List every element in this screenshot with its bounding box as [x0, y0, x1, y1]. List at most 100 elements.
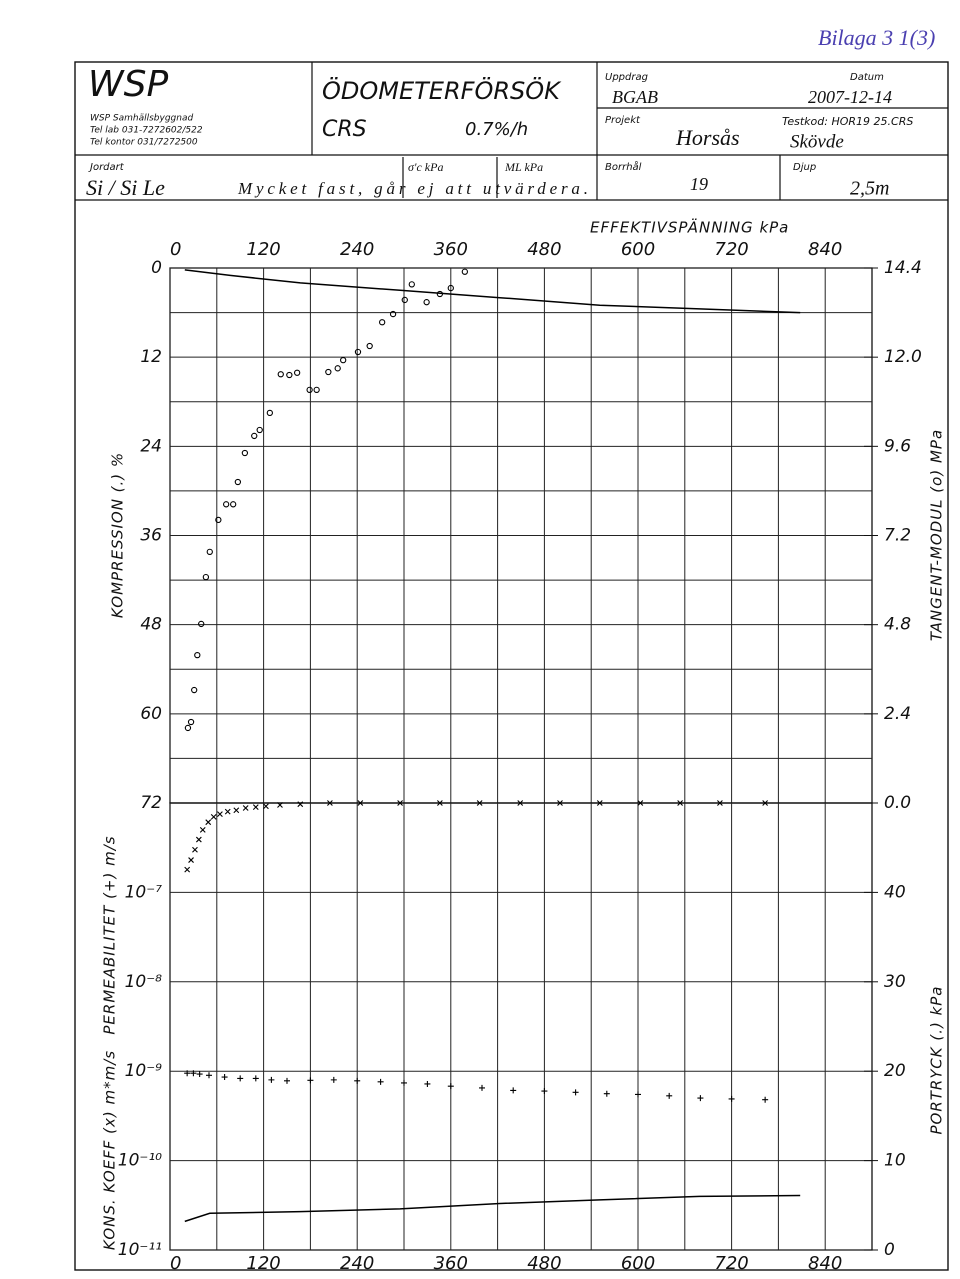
method: CRS [322, 117, 367, 142]
data-point [476, 800, 483, 806]
y-tick-label: 10⁻⁸ [125, 972, 163, 992]
data-point [596, 800, 603, 806]
data-point [541, 1088, 548, 1095]
data-point [762, 1096, 769, 1103]
data-point [510, 1087, 517, 1094]
data-point [192, 846, 198, 853]
y2-tick-label: 0.0 [884, 793, 911, 813]
x-tick-label: 240 [340, 1253, 374, 1274]
data-point [401, 296, 408, 304]
data-point [635, 1091, 641, 1098]
ml-label: ML kPa [504, 160, 543, 174]
data-point [354, 348, 362, 356]
y2-tick-label: 9.6 [884, 436, 911, 456]
data-point [284, 1077, 290, 1084]
soil-note: Mycket fast, går ej att utvärdera. [237, 179, 588, 198]
data-point [603, 1090, 610, 1097]
data-point [447, 284, 454, 292]
data-point [366, 342, 373, 350]
x-tick-label: 240 [340, 239, 374, 260]
y2-tick-label: 10 [884, 1151, 906, 1171]
y-axis-label: PERMEABILITET (+) m/s [101, 835, 119, 1034]
company: WSP [88, 64, 168, 105]
data-point [268, 1076, 275, 1083]
x-tick-label: 360 [434, 239, 468, 260]
field-value: BGAB [612, 87, 658, 107]
data-point [230, 501, 237, 508]
data-line [184, 1194, 801, 1223]
y2-tick-label: 4.8 [884, 615, 911, 635]
data-point [557, 800, 563, 806]
data-point [697, 1095, 704, 1102]
y2-tick-label: 30 [884, 972, 906, 992]
data-point [307, 1077, 314, 1084]
x-tick-label: 720 [714, 239, 748, 260]
x-tick-label: 480 [527, 239, 561, 260]
field-label: Datum [850, 72, 884, 83]
data-point [191, 686, 198, 694]
attachment: Bilaga 3 1(3) [818, 25, 935, 50]
y2-tick-label: 0 [884, 1240, 895, 1260]
data-line [184, 269, 801, 314]
y-tick-label: 10⁻⁹ [125, 1061, 163, 1081]
data-point [237, 1075, 244, 1082]
field-value: Si / Si Le [86, 175, 165, 200]
data-point [195, 836, 202, 843]
data-point [389, 310, 397, 318]
data-point [379, 319, 386, 326]
field-label: Borrhål [605, 160, 642, 173]
x-tick-label: 720 [714, 1253, 748, 1274]
data-point [327, 800, 333, 806]
data-point [241, 449, 249, 457]
data-point [256, 426, 263, 434]
data-point [184, 724, 192, 732]
data-point [461, 268, 468, 275]
x-tick-label: 480 [527, 1253, 561, 1274]
rate: 0.7%/h [465, 119, 528, 140]
data-point [224, 808, 231, 815]
x-axis-label: EFFEKTIVSPÄNNING kPa [590, 218, 789, 237]
plot-frame [169, 802, 873, 1251]
data-point [762, 800, 769, 806]
data-point [215, 516, 222, 524]
x-tick-label: 120 [246, 239, 280, 260]
data-point [199, 827, 206, 833]
field-value: Horsås [675, 125, 740, 150]
y-axis-label: KOMPRESSION (.) % [109, 452, 127, 618]
form-border [74, 61, 949, 1271]
field-value: 19 [690, 174, 708, 194]
data-point [190, 1070, 197, 1077]
data-point [266, 409, 273, 417]
data-point [293, 369, 301, 376]
y-tick-label: 72 [140, 793, 162, 813]
tel-lab: Tel lab 031-7272602/522 [90, 126, 203, 136]
data-point [263, 803, 269, 810]
data-point [728, 1095, 735, 1102]
data-point [286, 371, 293, 379]
data-point [221, 1074, 228, 1081]
data-point [184, 866, 191, 873]
y-tick-label: 12 [140, 347, 162, 367]
x-tick-label: 0 [170, 239, 181, 260]
data-point [202, 573, 210, 581]
data-point [637, 800, 644, 806]
y2-axis-label: PORTRYCK (.) kPa [928, 985, 946, 1134]
data-point [572, 1089, 579, 1096]
data-point [447, 1083, 454, 1090]
data-point [377, 1078, 384, 1085]
y-tick-label: 10⁻⁷ [125, 882, 163, 902]
tel-office: Tel kontor 031/7272500 [90, 138, 198, 148]
data-point [187, 718, 195, 726]
data-point [206, 1072, 212, 1079]
y-tick-label: 10⁻¹¹ [118, 1240, 162, 1260]
department: WSP Samhällsbyggnad [90, 114, 193, 124]
data-point [397, 800, 403, 806]
data-point [210, 813, 217, 820]
data-point [424, 1080, 431, 1087]
data-point [251, 432, 258, 440]
data-point [479, 1084, 485, 1091]
x-tick-label: 360 [434, 1253, 468, 1274]
data-point [436, 800, 443, 806]
data-point [357, 800, 364, 806]
y-tick-label: 48 [140, 615, 162, 635]
